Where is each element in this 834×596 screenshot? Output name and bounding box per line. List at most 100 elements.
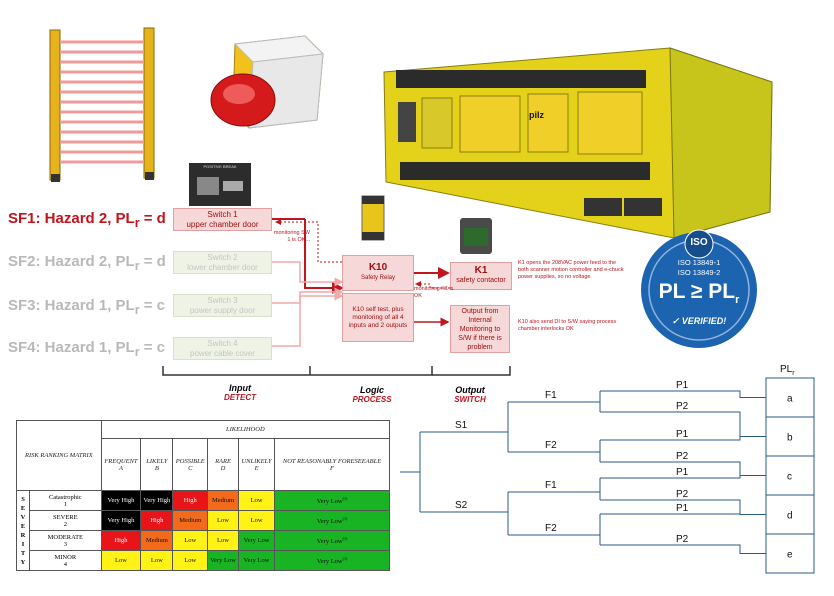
risk-cell: Low bbox=[172, 550, 209, 571]
risk-cell: Low bbox=[207, 510, 240, 531]
rg-f-label: F2 bbox=[545, 440, 557, 451]
stage-bracket bbox=[162, 366, 433, 376]
iso-pl-statement: PL ≥ PLr bbox=[632, 280, 766, 306]
risk-row: S E V E R I T Y Catastrophic 1 Very High Very High H… bbox=[16, 490, 390, 571]
risk-cell-value: Low bbox=[250, 497, 263, 504]
safety-relay-photo bbox=[361, 195, 385, 241]
severity-letter: I bbox=[21, 540, 25, 548]
risk-cell: Low bbox=[238, 490, 276, 511]
sf1-sub: r bbox=[134, 216, 140, 230]
k1-title: K1 bbox=[474, 265, 488, 276]
risk-cell-value: Very Low bbox=[210, 557, 236, 564]
k10-title: K10 bbox=[368, 262, 388, 273]
switch1-title: Switch 1 bbox=[207, 209, 238, 219]
risk-cell: High bbox=[140, 510, 174, 531]
rg-f-label: F2 bbox=[545, 523, 557, 534]
rg-p-label: P1 bbox=[676, 467, 689, 478]
col-e-name: UNLIKELY bbox=[241, 457, 272, 465]
switch2-box: Switch 2 lower chamber door bbox=[173, 251, 272, 274]
k10-note: K10 also send DI to S/W saying process c… bbox=[518, 319, 617, 332]
risk-cell: Low bbox=[207, 530, 240, 551]
stage-output-name: Output bbox=[455, 385, 485, 395]
switch-photo-icon bbox=[197, 177, 243, 195]
sf3-text: SF3: Hazard 1, PL bbox=[8, 297, 135, 314]
plr-level-e: e bbox=[787, 550, 793, 561]
switch2-desc: lower chamber door bbox=[187, 262, 258, 272]
rg-s-label: S1 bbox=[455, 420, 468, 431]
monitoring-sw1-arrow bbox=[275, 219, 342, 263]
plr-header-text: PL bbox=[780, 364, 793, 375]
rg-p-label: P1 bbox=[676, 380, 689, 391]
rg-p-line bbox=[600, 390, 766, 398]
risk-cell-value: Low bbox=[184, 537, 197, 544]
footnote-mark: (1) bbox=[342, 535, 348, 541]
stage-input-name: Input bbox=[229, 383, 251, 393]
plr-header: PLr bbox=[780, 364, 795, 377]
risk-cell: High bbox=[100, 530, 142, 551]
iso-pl-sub: r bbox=[735, 294, 740, 307]
monitoring-k1-arrow bbox=[415, 281, 450, 289]
k10-desc: Safety Relay bbox=[360, 275, 396, 281]
risk-cell-value: High bbox=[150, 517, 164, 524]
col-f-name: NOT REASONABLY FORESEEABLE bbox=[282, 457, 382, 465]
severity-letter: Y bbox=[20, 558, 26, 566]
risk-cell: Medium bbox=[140, 530, 174, 551]
col-a-code: A bbox=[118, 464, 123, 472]
col-e-code: E bbox=[254, 464, 259, 472]
col-d-name: RARE bbox=[215, 457, 231, 465]
risk-cell: Low bbox=[140, 550, 174, 571]
risk-cell-value: Very Low bbox=[243, 557, 270, 564]
risk-cell-value: Very Low bbox=[316, 518, 343, 526]
iso-std-1: ISO 13849-1 bbox=[677, 258, 721, 267]
monitoring-k1-note: monitoring K1 is OK bbox=[414, 286, 454, 299]
iso-badge-shape bbox=[641, 229, 757, 348]
rg-p-line bbox=[600, 475, 766, 479]
risk-row: MINOR 4 Low Low Low Very Low Very Low Very Low(… bbox=[17, 550, 390, 571]
iso-verified: ✓ VERIFIED! bbox=[632, 316, 766, 327]
risk-cell-value: Low bbox=[114, 557, 127, 564]
risk-cell: High bbox=[172, 490, 209, 511]
k10-box: K10 Safety Relay bbox=[342, 255, 414, 291]
severity-row-code: 4 bbox=[63, 560, 67, 568]
check-icon: ✓ bbox=[671, 316, 680, 326]
switch3-box: Switch 3 power supply door bbox=[173, 294, 272, 317]
stage-logic: Logic PROCESS bbox=[332, 385, 412, 404]
severity-letter: E bbox=[20, 522, 26, 530]
stage-input: Input DETECT bbox=[200, 383, 280, 402]
risk-cell-value: Very Low bbox=[243, 537, 270, 544]
plr-box-e bbox=[765, 533, 815, 574]
plr-level-d: d bbox=[787, 511, 793, 522]
plr-level-b: b bbox=[787, 433, 793, 444]
severity-row-code: 2 bbox=[63, 520, 67, 528]
risk-cell-value: Very Low bbox=[316, 558, 343, 566]
severity-row-name: SEVERE bbox=[53, 513, 78, 521]
risk-cell-value: Very Low bbox=[316, 538, 343, 546]
severity-row-code: 1 bbox=[63, 500, 67, 508]
rg-p-label: P1 bbox=[676, 503, 689, 514]
col-d-code: D bbox=[220, 464, 226, 472]
sf1-suffix: = d bbox=[139, 210, 166, 227]
plr-level-c: c bbox=[787, 472, 792, 483]
switch1-desc: upper chamber door bbox=[186, 219, 259, 229]
risk-cell: Very High bbox=[100, 490, 142, 511]
risk-cell-value: High bbox=[114, 537, 128, 544]
rg-s-label: S2 bbox=[455, 500, 468, 511]
severity-letter: R bbox=[20, 531, 26, 539]
iso-logo: ISO bbox=[690, 237, 708, 248]
col-a-name: FREQUENT bbox=[104, 457, 138, 465]
stage-input-action: DETECT bbox=[224, 393, 256, 402]
sw2-to-k10-arrow bbox=[272, 261, 344, 287]
sf3-label: SF3: Hazard 1, PLr = c bbox=[8, 297, 165, 317]
col-a: FREQUENT A bbox=[100, 438, 142, 491]
risk-cell: Very Low(1) bbox=[274, 510, 390, 531]
contactor-photo bbox=[460, 218, 492, 254]
sf4-suffix: = c bbox=[139, 339, 166, 356]
sw4-to-k10-arrow bbox=[272, 291, 344, 347]
risk-matrix-body: S E V E R I T Y Catastrophic 1 Very High Very High H… bbox=[16, 490, 390, 571]
risk-cell-value: Low bbox=[217, 537, 229, 544]
risk-matrix-corner: RISK RANKING MATRIX bbox=[16, 420, 102, 491]
stage-logic-name: Logic bbox=[360, 385, 384, 395]
